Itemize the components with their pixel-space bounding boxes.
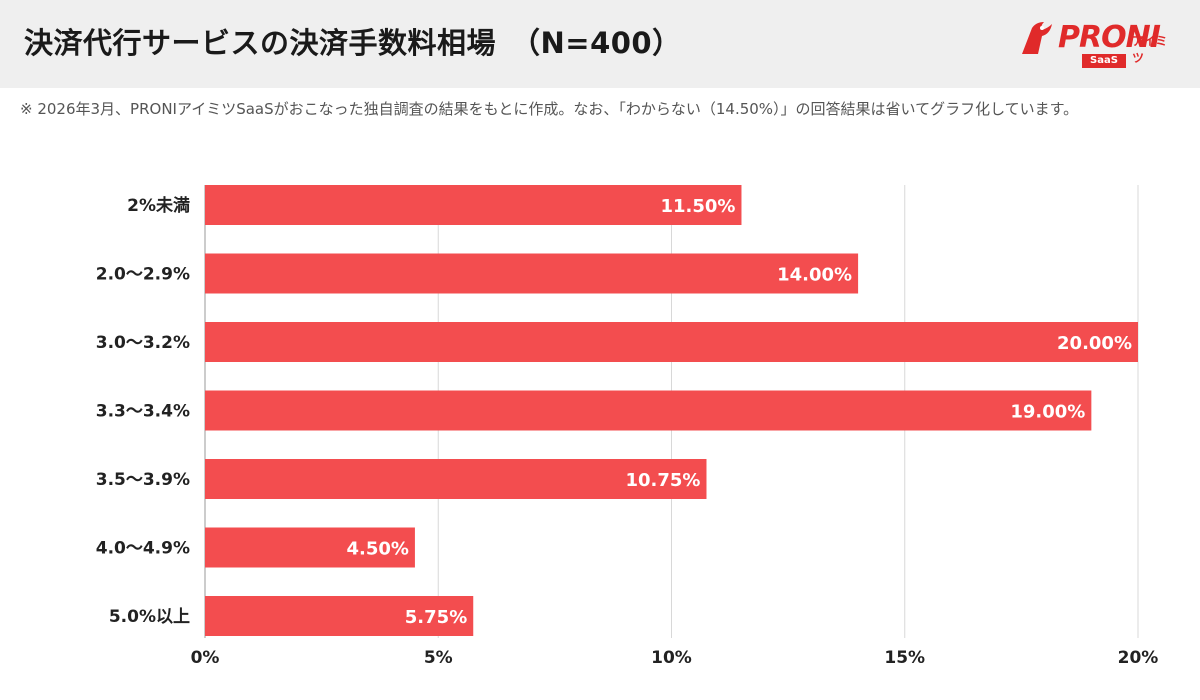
bar xyxy=(205,390,1092,431)
x-tick-label: 5% xyxy=(424,648,453,668)
bar xyxy=(205,527,415,568)
category-label: 5.0%以上 xyxy=(109,607,190,627)
category-label: 4.0〜4.9% xyxy=(96,539,190,559)
bar-value-label: 4.50% xyxy=(346,539,408,560)
header: 決済代行サービスの決済手数料相場 （N=400） PRONI アイミツ SaaS xyxy=(0,0,1200,88)
bar xyxy=(205,596,474,636)
category-label: 2.0〜2.9% xyxy=(96,265,190,285)
category-label: 3.3〜3.4% xyxy=(96,402,190,422)
bar xyxy=(205,185,742,225)
footnote: ※ 2026年3月、PRONIアイミツSaaSがおこなった独自調査の結果をもとに… xyxy=(20,100,1079,118)
brand-logo: PRONI アイミツ SaaS xyxy=(1018,18,1178,72)
bar xyxy=(205,253,859,294)
x-tick-label: 15% xyxy=(884,648,925,668)
bar-value-label: 5.75% xyxy=(405,607,467,628)
bar-value-label: 11.50% xyxy=(660,196,735,217)
bar-value-label: 19.00% xyxy=(1010,402,1085,423)
x-tick-label: 0% xyxy=(191,648,220,668)
bar-value-label: 14.00% xyxy=(777,265,852,286)
x-tick-label: 20% xyxy=(1118,648,1159,668)
category-label: 3.5〜3.9% xyxy=(96,470,190,490)
bar-chart: 0% 5% 10% 15% 20% 2%未満 11.50% 2.0〜2.9% 14.00% 3.0… xyxy=(96,185,1159,668)
category-label: 3.0〜3.2% xyxy=(96,333,190,353)
bar xyxy=(205,322,1138,362)
bar xyxy=(205,459,707,499)
logo-flame-icon xyxy=(1022,22,1052,54)
bar-value-label: 10.75% xyxy=(626,470,701,491)
category-label: 2%未満 xyxy=(127,195,190,216)
label-layer: 0% 5% 10% 15% 20% 2%未満 11.50% 2.0〜2.9% 14.00% 3.0… xyxy=(96,195,1159,668)
page-title: 決済代行サービスの決済手数料相場 （N=400） xyxy=(24,26,682,60)
x-tick-label: 10% xyxy=(651,648,692,668)
logo-sub-text: アイミツ xyxy=(1132,34,1168,65)
bar-value-label: 20.00% xyxy=(1057,333,1132,354)
logo-brand-text: PRONI xyxy=(1058,20,1161,55)
logo-saas-badge: SaaS xyxy=(1082,54,1126,68)
bar-layer xyxy=(205,185,1138,636)
